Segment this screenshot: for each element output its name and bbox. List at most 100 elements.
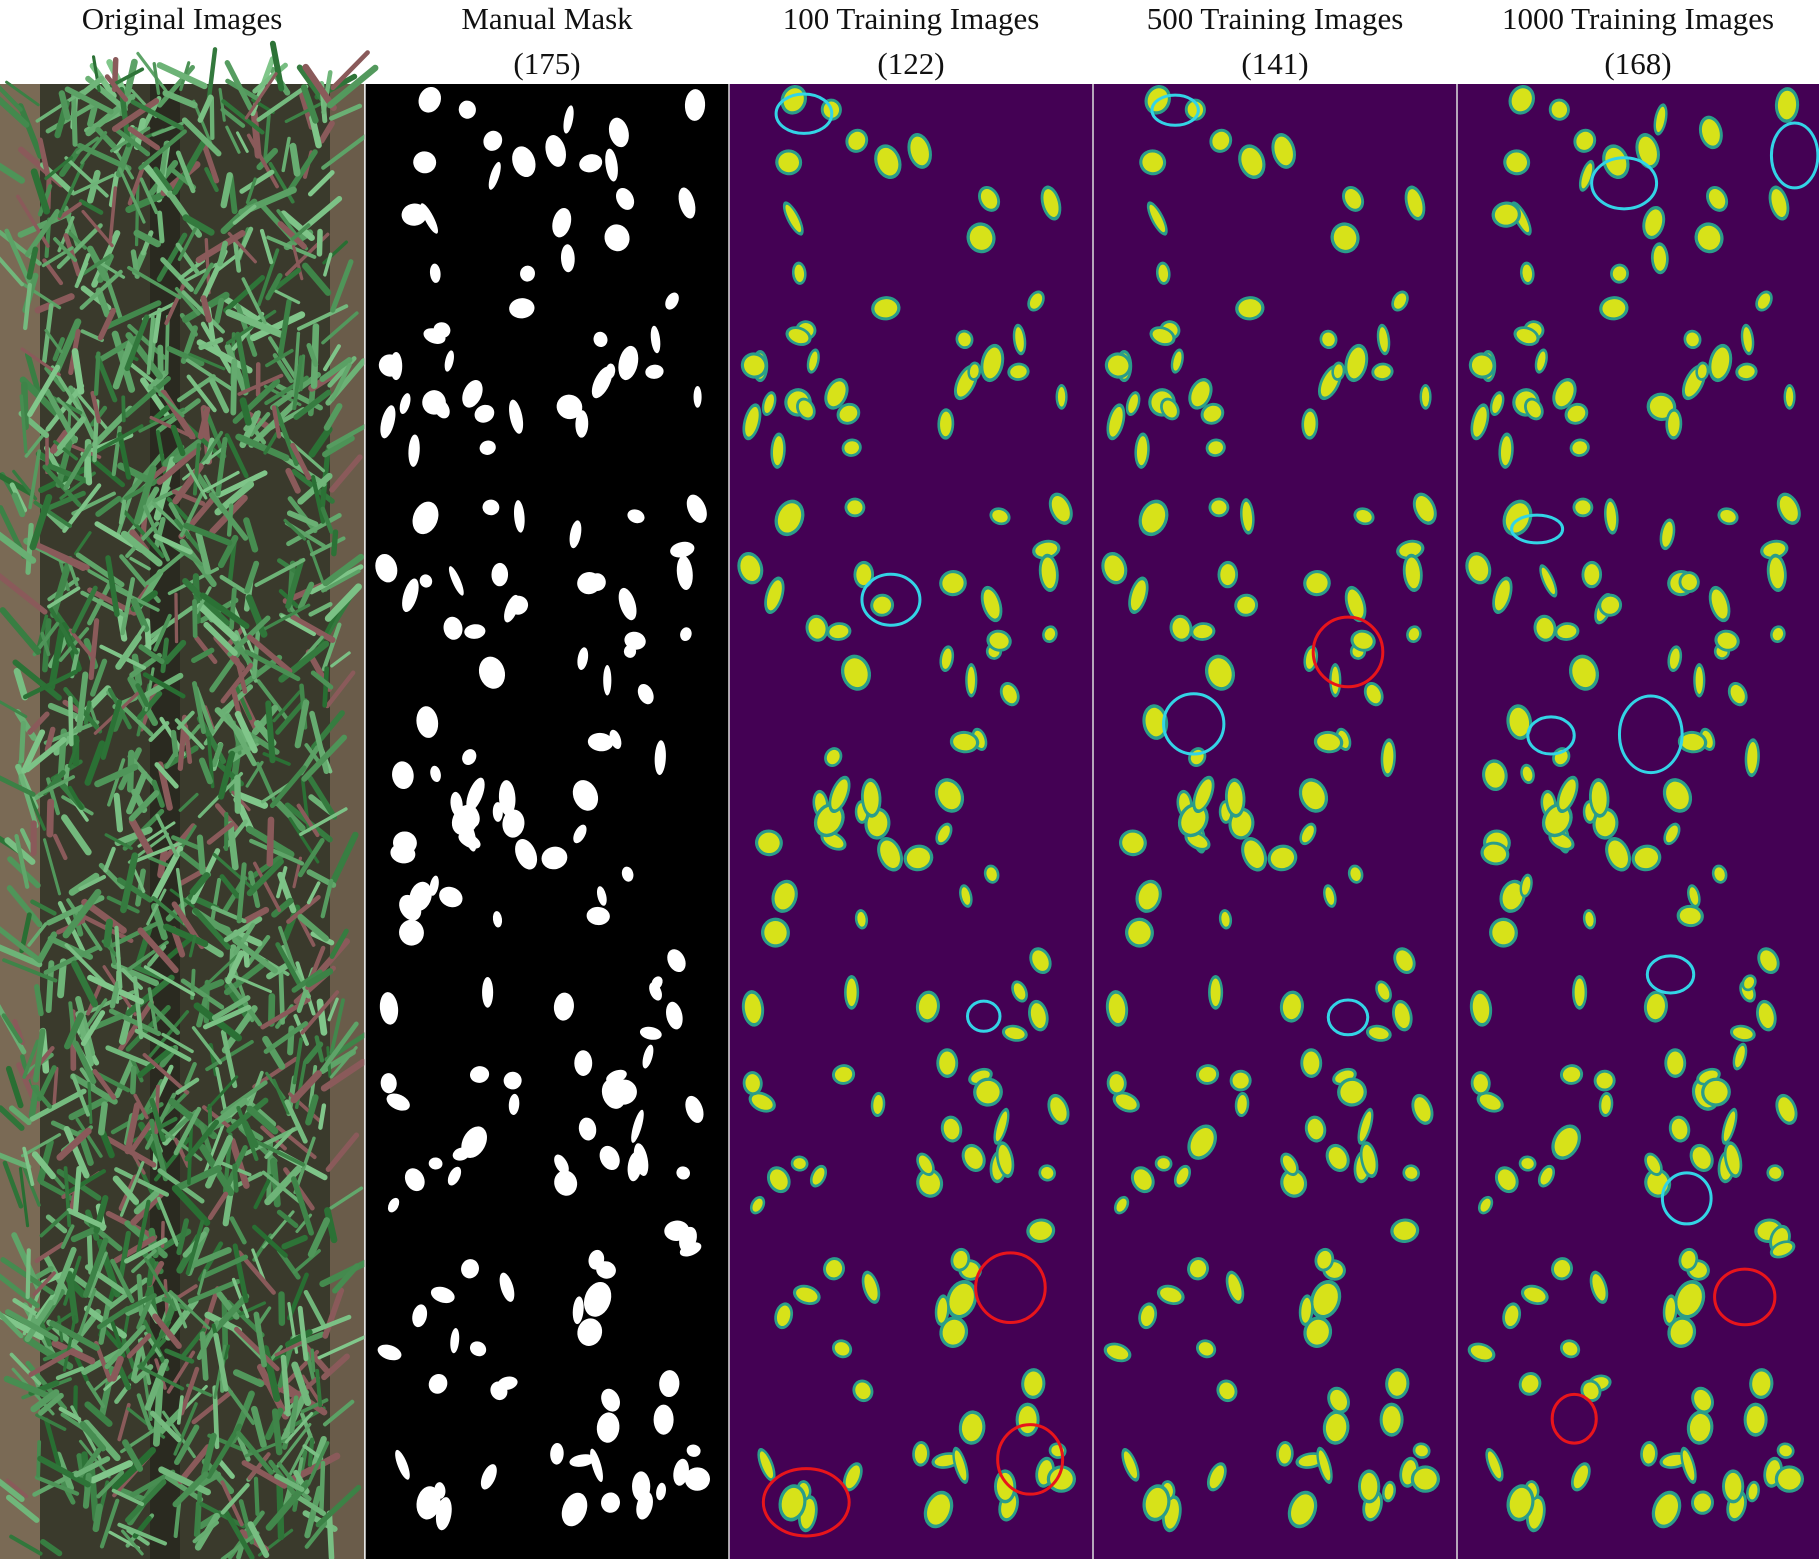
blob [1573,1465,1589,1489]
leaf [67,739,80,768]
blob [758,832,780,854]
blob [953,1250,968,1269]
leaf [89,1460,134,1484]
mask-blob [448,566,464,596]
blob [1232,1072,1249,1089]
blob [1270,847,1295,869]
blob [1198,1342,1214,1356]
leaf [151,896,190,929]
leaf [322,435,355,458]
leaf [28,449,41,510]
blob [1554,1128,1578,1157]
leaf [239,169,275,194]
leaf [68,628,93,657]
blob [934,1454,958,1467]
leaf [18,773,39,829]
mask-blob [380,1073,397,1094]
leaf [104,74,129,102]
leaf [29,493,53,551]
leaf [38,1179,80,1204]
blob [1714,867,1725,881]
leaf [281,136,291,173]
blob [1572,441,1587,455]
blob [1328,1147,1347,1169]
leaf [75,552,125,588]
leaf [206,822,235,845]
blob [1567,405,1586,422]
leaf [280,614,316,637]
leaf [36,1065,57,1102]
leaf [55,429,76,488]
leaf [45,101,98,134]
leaf [302,63,337,111]
blob [1116,1198,1127,1212]
blob [1521,1374,1539,1393]
blob [1282,1155,1297,1174]
blob [1778,1097,1795,1122]
blob [1649,395,1673,418]
leaf [37,1455,91,1488]
blob [1145,1487,1168,1518]
blob [1763,542,1786,557]
blob [1701,119,1720,146]
leaf [319,1021,359,1074]
leaf [74,531,92,556]
leaf [161,1032,194,1054]
leaf [0,1105,25,1131]
leaf [250,1405,267,1449]
blob [1487,1451,1502,1479]
leaf [40,490,86,513]
leaf [3,1375,54,1400]
blob [1237,1094,1247,1114]
blob [1301,1297,1312,1323]
blob [1480,1198,1491,1212]
mask-blob [490,1381,508,1401]
blob [1210,978,1221,1007]
mask-blob [676,555,693,590]
leaf [13,667,29,701]
leaf [142,1052,190,1095]
leaf [325,1132,360,1173]
leaf [1,1013,23,1044]
leaf [174,287,201,316]
blob [958,332,971,347]
blob [1029,293,1043,309]
leaf [330,831,359,884]
blob [1107,355,1129,376]
leaf [71,92,78,147]
leaf [182,214,215,236]
leaf [114,826,153,847]
leaf [2,1160,24,1209]
miss-circle [1713,1267,1777,1327]
blob [1472,993,1490,1024]
blob [1407,189,1423,218]
leaf [299,807,348,837]
blob [983,589,1000,619]
leaf [46,798,55,838]
leaf [72,387,109,431]
leaf [6,885,43,928]
blob [964,1147,983,1169]
blob [1572,658,1596,688]
blob [874,299,898,318]
mask-blob [573,824,587,844]
blob [1130,580,1146,611]
leaf [63,1125,90,1179]
leaf [300,84,319,124]
blob [1521,1158,1534,1169]
leaf [200,321,233,374]
highlight-circle [1526,715,1576,756]
mask-blob [632,1471,651,1502]
leaf [283,518,307,541]
leaf [175,1077,200,1095]
leaf [266,816,275,867]
leaf [22,669,78,700]
leaf [24,351,42,396]
blob [1035,542,1058,557]
leaf [64,86,114,115]
blob [914,1444,928,1464]
leaf [308,564,364,595]
leaf [281,904,301,942]
leaf [232,235,242,273]
leaf [111,1447,157,1491]
